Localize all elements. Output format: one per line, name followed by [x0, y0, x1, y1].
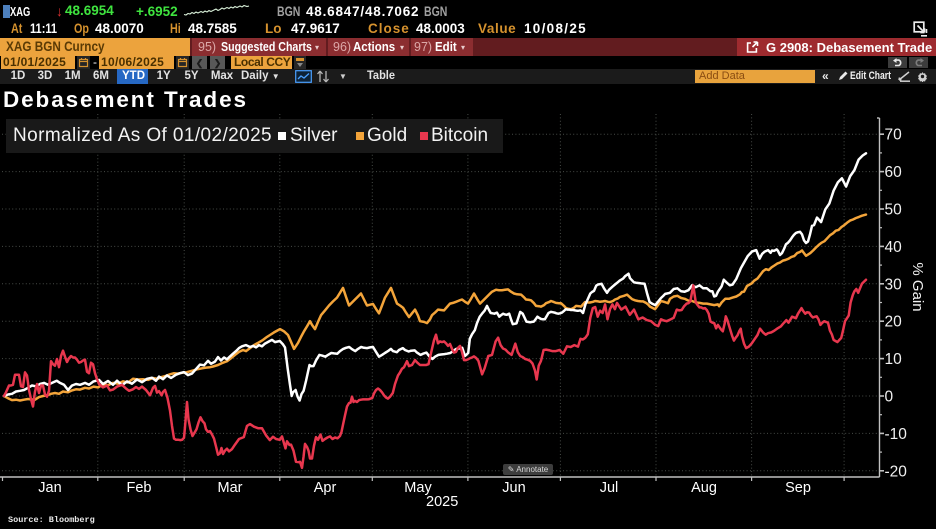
- svg-text:30: 30: [885, 276, 903, 293]
- svg-text:-10: -10: [885, 426, 908, 443]
- svg-text:0: 0: [885, 389, 894, 406]
- svg-text:% Gain: % Gain: [909, 262, 926, 311]
- svg-text:50: 50: [885, 202, 903, 219]
- svg-text:60: 60: [885, 164, 903, 181]
- svg-text:10: 10: [885, 351, 903, 368]
- svg-text:40: 40: [885, 239, 903, 256]
- svg-text:70: 70: [885, 127, 903, 144]
- svg-text:-20: -20: [885, 463, 908, 480]
- svg-text:20: 20: [885, 314, 903, 331]
